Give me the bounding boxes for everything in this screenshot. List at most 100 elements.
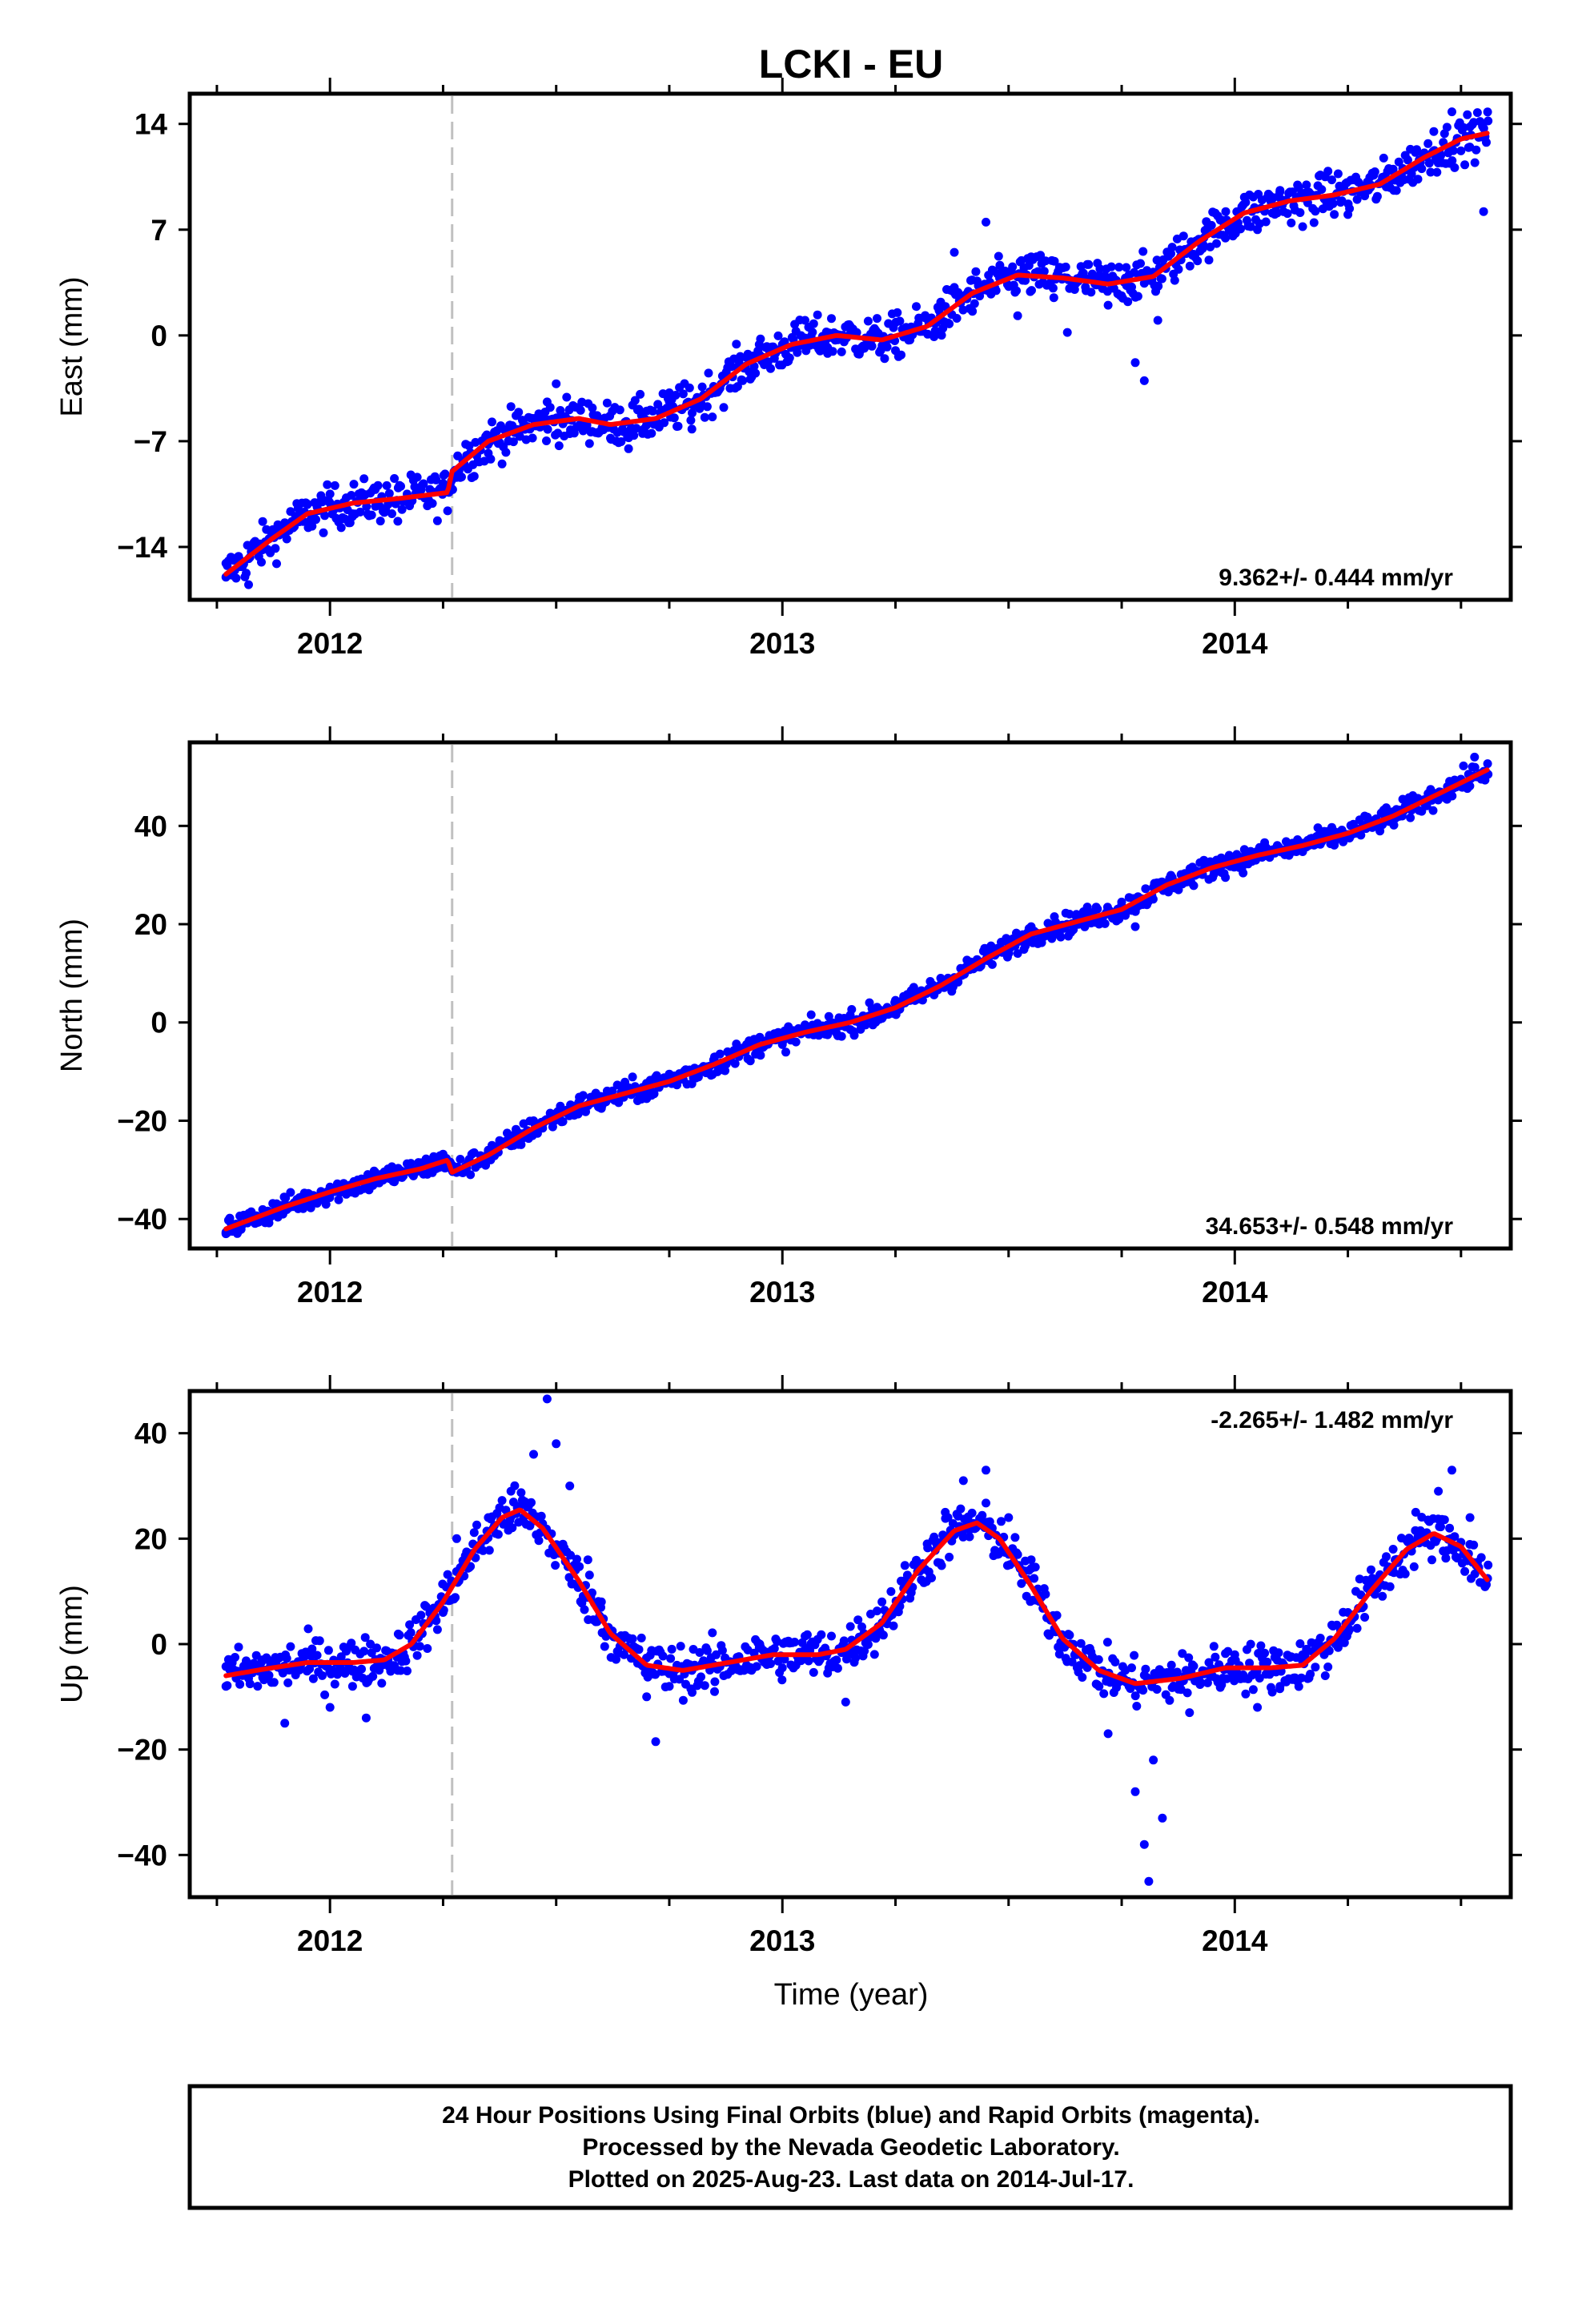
- north-point: [306, 1203, 315, 1212]
- east-point: [873, 314, 881, 324]
- east-point: [1429, 127, 1439, 136]
- east-point: [1479, 207, 1488, 216]
- east-point: [1470, 158, 1480, 167]
- up-point: [372, 1643, 381, 1653]
- east-point: [330, 480, 339, 490]
- up-point: [432, 1616, 441, 1626]
- east-point: [347, 509, 357, 518]
- up-point: [900, 1561, 909, 1570]
- east-rate-label: 9.362+/- 0.444 mm/yr: [1219, 565, 1453, 591]
- east-point: [732, 340, 741, 349]
- east-point: [624, 444, 633, 453]
- up-point: [1388, 1545, 1398, 1554]
- east-point: [1174, 264, 1183, 274]
- east-point: [648, 406, 657, 416]
- up-point: [1306, 1670, 1315, 1679]
- east-point: [1479, 123, 1488, 133]
- up-point: [484, 1513, 493, 1522]
- up-point: [393, 1666, 403, 1675]
- east-point: [1193, 256, 1203, 266]
- east-point: [271, 544, 280, 553]
- east-point: [1403, 155, 1412, 165]
- up-point: [347, 1682, 357, 1691]
- east-point: [891, 346, 900, 356]
- east-point: [412, 472, 422, 482]
- east-xtick-label: 2014: [1202, 627, 1268, 660]
- up-point: [1004, 1513, 1014, 1522]
- east-xtick-label: 2013: [749, 627, 815, 660]
- east-panel: −14 −7 0 7 14 2012 2013 2014 East (mm) 9.362+/- 0…: [55, 78, 1522, 660]
- up-point: [1189, 1662, 1199, 1671]
- east-point: [1122, 263, 1131, 272]
- up-point: [497, 1496, 507, 1506]
- east-point: [950, 247, 959, 257]
- east-point: [1114, 263, 1124, 272]
- east-point: [390, 474, 400, 483]
- north-xtick-label: 2012: [297, 1276, 363, 1309]
- up-point: [1263, 1657, 1272, 1667]
- east-point: [1447, 156, 1457, 166]
- up-point: [406, 1628, 416, 1638]
- east-point: [1484, 116, 1493, 126]
- east-point: [632, 424, 641, 433]
- east-model-curve: [223, 131, 1490, 577]
- up-point: [1275, 1682, 1285, 1691]
- up-point: [956, 1504, 966, 1514]
- up-point: [997, 1517, 1006, 1526]
- up-point: [308, 1674, 318, 1683]
- north-point: [558, 1117, 568, 1126]
- up-point: [1030, 1562, 1040, 1572]
- up-point: [493, 1530, 503, 1539]
- north-point: [221, 1229, 231, 1239]
- east-point: [1084, 259, 1094, 269]
- up-point: [1197, 1679, 1206, 1688]
- up-point: [801, 1631, 809, 1641]
- up-point: [1367, 1565, 1375, 1574]
- up-point: [1217, 1680, 1227, 1690]
- up-point: [552, 1439, 561, 1449]
- east-point: [469, 472, 479, 481]
- up-point: [710, 1677, 720, 1687]
- east-y-axis-label: East (mm): [55, 276, 89, 416]
- up-y-axis-label: Up (mm): [55, 1585, 89, 1703]
- up-point: [534, 1536, 544, 1546]
- up-point: [1010, 1533, 1020, 1542]
- east-point: [678, 389, 688, 399]
- up-point: [839, 1636, 849, 1646]
- east-point: [1287, 218, 1296, 227]
- east-point: [808, 328, 817, 337]
- north-point: [1094, 919, 1104, 929]
- east-point: [1448, 146, 1458, 155]
- north-point: [987, 959, 997, 969]
- north-y-axis-label: North (mm): [55, 919, 89, 1072]
- up-point: [1152, 1685, 1162, 1694]
- east-plot-frame: [187, 91, 1513, 602]
- east-point: [1302, 180, 1311, 190]
- east-point: [258, 517, 267, 526]
- up-point: [1184, 1653, 1194, 1663]
- up-point: [1230, 1650, 1239, 1659]
- east-point: [1442, 123, 1452, 132]
- up-xtick-label: 2014: [1202, 1924, 1268, 1957]
- east-point: [785, 353, 794, 363]
- east-point: [1154, 281, 1163, 291]
- up-point: [804, 1656, 813, 1666]
- up-point: [1320, 1671, 1330, 1680]
- up-point: [1470, 1569, 1480, 1578]
- east-point: [1221, 233, 1231, 243]
- east-point: [1048, 283, 1058, 293]
- up-point: [1356, 1590, 1366, 1599]
- east-point: [1253, 225, 1263, 235]
- up-point: [695, 1648, 705, 1657]
- east-point: [602, 398, 612, 408]
- east-point: [1012, 286, 1021, 296]
- north-point: [1447, 791, 1457, 801]
- up-point: [869, 1650, 879, 1659]
- north-point: [1148, 895, 1158, 904]
- east-point: [733, 382, 742, 392]
- east-point: [880, 354, 889, 364]
- up-point: [1211, 1652, 1220, 1662]
- east-point: [893, 308, 902, 317]
- north-point: [721, 1066, 730, 1076]
- north-point: [1389, 820, 1399, 830]
